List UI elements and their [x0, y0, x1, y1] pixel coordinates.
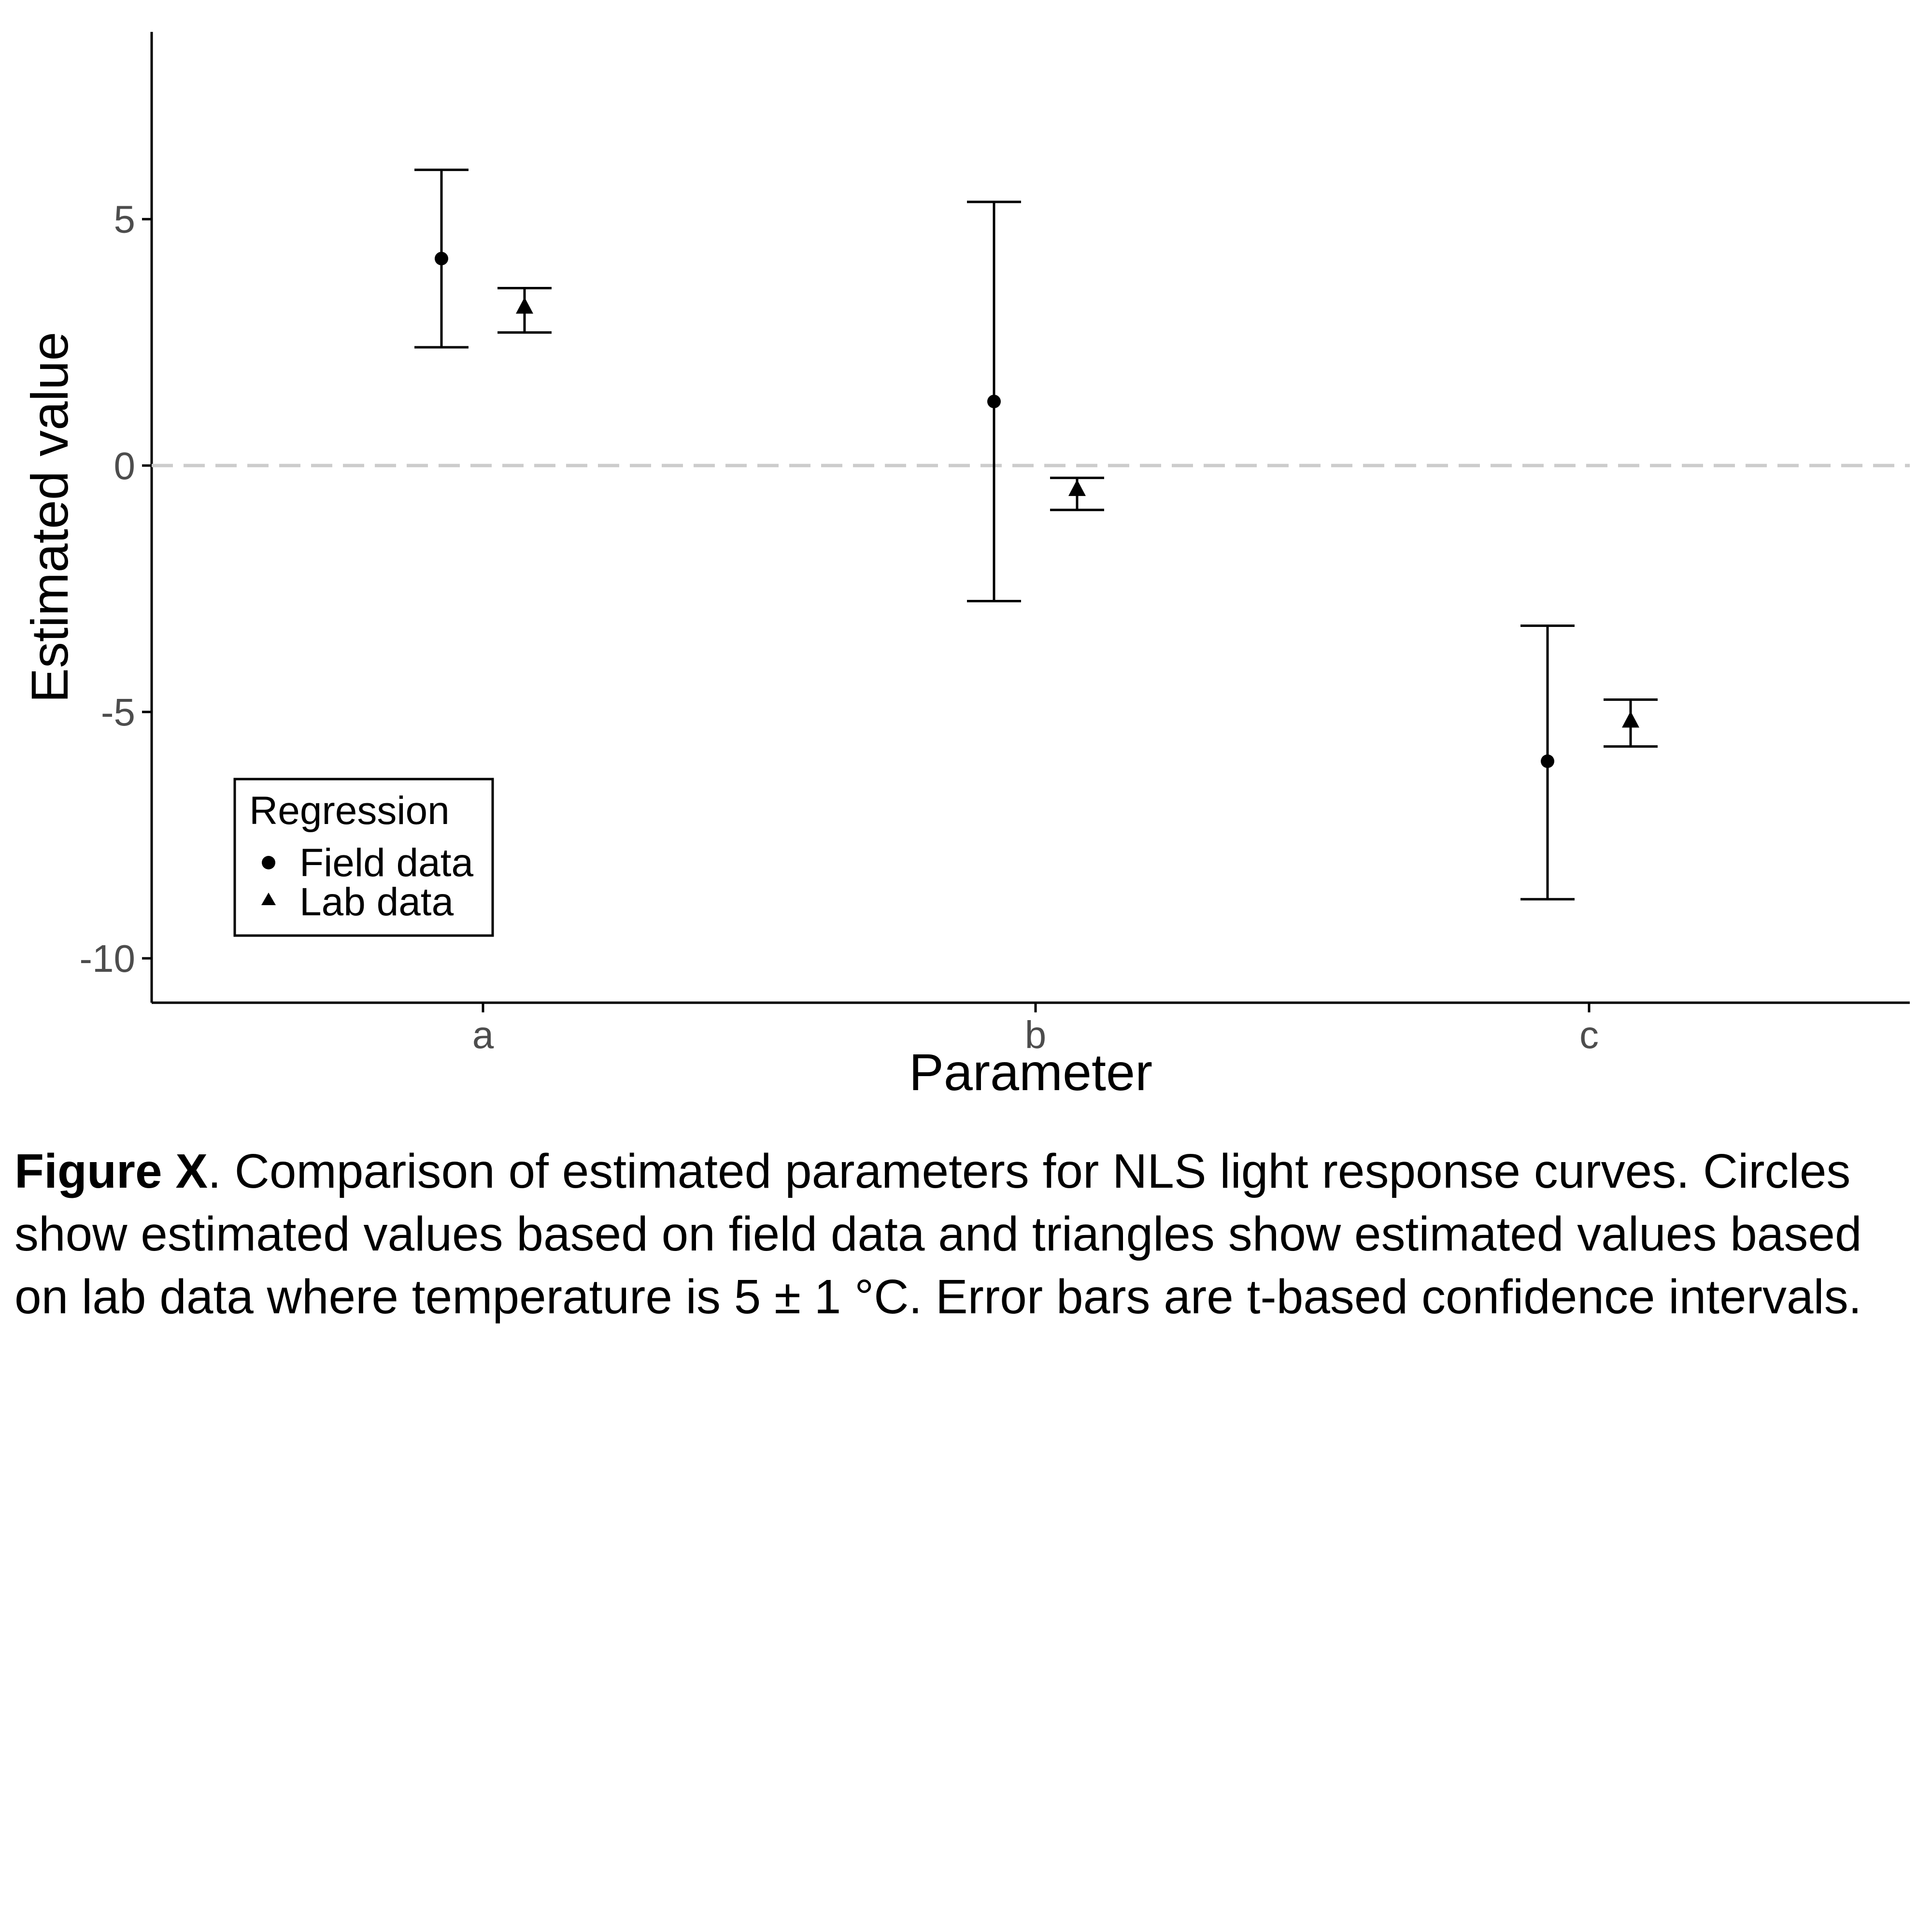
- field-data-point: [435, 252, 448, 266]
- x-axis-label: Parameter: [909, 1043, 1152, 1101]
- y-ticks: 5 0 -5 -10: [79, 198, 152, 980]
- axes: [150, 32, 1910, 1004]
- error-bars: [414, 169, 1658, 901]
- legend-title: Regression: [249, 789, 450, 833]
- caption-label: Figure X: [14, 1144, 208, 1198]
- y-tick-label: -5: [101, 691, 135, 734]
- y-tick-label: 0: [114, 444, 136, 487]
- x-ticks: a b c: [472, 1003, 1599, 1056]
- legend-entry-lab: Lab data: [299, 880, 454, 924]
- legend-circle-marker: [262, 856, 275, 869]
- y-tick-label: -10: [79, 937, 135, 980]
- x-tick-label: c: [1579, 1013, 1599, 1056]
- field-data-point: [1541, 754, 1554, 768]
- figure-caption: Figure X. Comparison of estimated parame…: [14, 1140, 1918, 1328]
- legend-box: [233, 778, 494, 937]
- lab-data-point: [1622, 711, 1639, 728]
- x-tick-label: b: [1025, 1013, 1047, 1056]
- lab-data-point: [1068, 479, 1086, 496]
- legend-triangle-marker: [261, 893, 276, 905]
- legend: Regression Field data Lab data: [233, 778, 494, 937]
- data-points: [435, 252, 1639, 768]
- y-tick-label: 5: [114, 198, 136, 241]
- legend-entry-field: Field data: [299, 841, 474, 885]
- caption-text: . Comparison of estimated parameters for…: [14, 1144, 1862, 1324]
- chart: 5 0 -5 -10 a b c Estimated value Parameter Re…: [20, 32, 1910, 1101]
- x-tick-label: a: [472, 1013, 494, 1056]
- y-axis-label: Estimated value: [20, 332, 79, 703]
- field-data-point: [987, 395, 1001, 409]
- lab-data-point: [516, 297, 533, 314]
